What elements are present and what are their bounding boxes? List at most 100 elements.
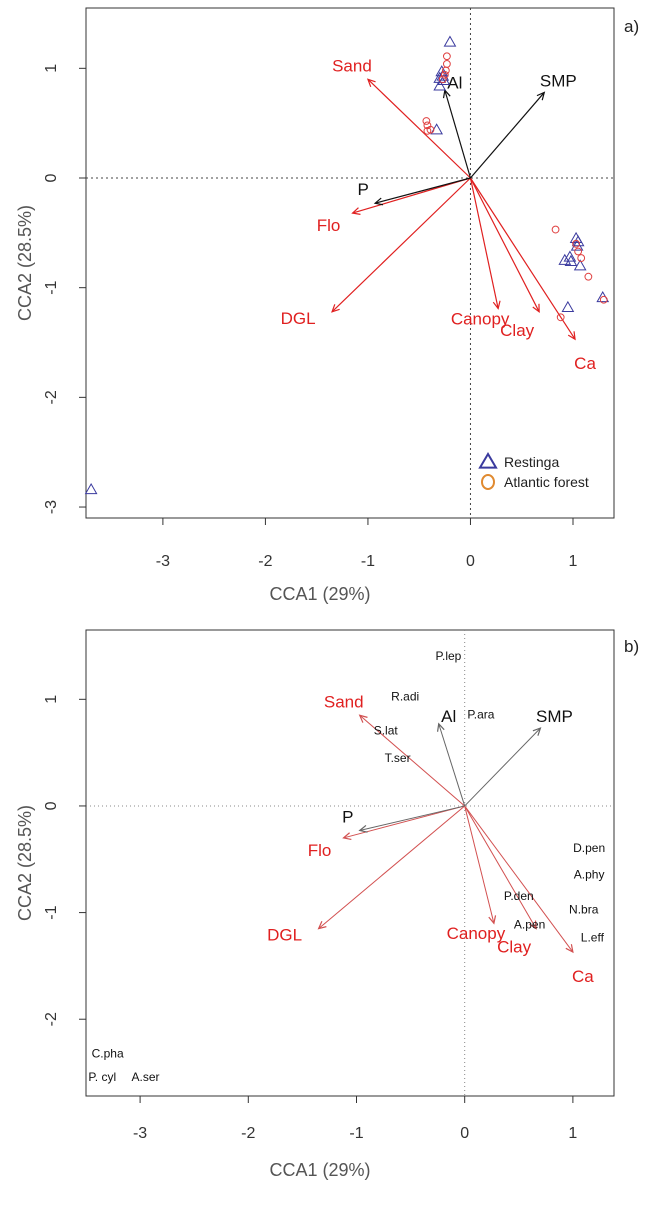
- vector-dgl-arrow: [318, 805, 466, 929]
- vector-sand-arrow: [359, 714, 466, 807]
- atlantic-forest-point: [438, 75, 447, 84]
- plot-frame: [85, 629, 615, 1097]
- vector-al-label: Al: [447, 73, 462, 92]
- species-label: S.lat: [374, 723, 399, 737]
- vector-dgl-label: DGL: [267, 926, 302, 945]
- atlantic-forest-point: [584, 272, 593, 281]
- atlantic-forest-point: [441, 66, 450, 75]
- vector-ca-label: Ca: [574, 354, 596, 373]
- vector-p-arrowhead: [358, 824, 368, 833]
- vector-smp-arrow: [464, 727, 541, 807]
- x-tick-label: -1: [349, 1125, 363, 1142]
- vector-clay-label: Clay: [497, 938, 532, 957]
- x-tick-label: 0: [466, 553, 475, 570]
- y-tick-label: 1: [43, 695, 60, 704]
- vector-sand-arrowhead: [358, 714, 368, 723]
- species-label: R.adi: [391, 689, 419, 703]
- vector-clay-arrowhead: [532, 303, 540, 314]
- y-tick-label: 0: [43, 173, 60, 182]
- vector-ca-arrow: [469, 177, 576, 340]
- species-label: N.bra: [569, 903, 599, 917]
- legend-label: Atlantic forest: [504, 474, 589, 490]
- vector-clay-arrowhead: [529, 920, 537, 930]
- vector-p-arrowhead: [373, 197, 384, 206]
- vector-dgl-arrowhead: [317, 921, 327, 930]
- atlantic-forest-point: [422, 117, 431, 125]
- vector-ca-arrowhead: [565, 944, 574, 954]
- vector-flo-arrowhead: [342, 832, 352, 841]
- restinga-point: [433, 79, 447, 91]
- atlantic-forest-point: [574, 247, 583, 256]
- y-tick-label: -1: [43, 905, 60, 919]
- vector-ca-arrow: [464, 805, 574, 953]
- species-label: P. cyl: [88, 1070, 116, 1084]
- vector-canopy-arrowhead: [488, 915, 497, 925]
- vector-clay-arrow: [469, 177, 540, 313]
- species-label: L.eff: [581, 930, 605, 944]
- atlantic-forest-point: [572, 239, 580, 248]
- restinga-point: [436, 69, 450, 81]
- atlantic-forest-point: [442, 60, 451, 68]
- atlantic-forest-point: [440, 71, 449, 79]
- x-tick-label: -2: [258, 553, 272, 570]
- vector-canopy-arrow: [469, 177, 499, 309]
- vector-ca-arrowhead: [567, 331, 576, 341]
- restinga-point: [569, 231, 583, 243]
- vector-p-arrow: [374, 177, 471, 204]
- vector-p-arrow: [359, 805, 465, 831]
- vector-sand-label: Sand: [324, 692, 364, 711]
- restinga-point: [84, 482, 98, 495]
- vector-al-arrowhead: [436, 722, 445, 732]
- species-label: P.lep: [436, 649, 462, 663]
- vector-al-arrow: [438, 723, 466, 807]
- vector-flo-label: Flo: [317, 216, 341, 235]
- vector-smp-arrow: [470, 92, 545, 179]
- vector-canopy-arrowhead: [492, 300, 501, 310]
- atlantic-forest-point: [423, 126, 432, 135]
- restinga-point: [443, 35, 457, 47]
- restinga-point: [564, 254, 578, 266]
- vector-sand-label: Sand: [332, 56, 372, 75]
- atlantic-forest-point: [556, 313, 565, 322]
- vector-smp-label: SMP: [540, 71, 577, 90]
- panel-b: -3 -2 -1 0 1 -2 -1 0 1 CCA1 (29%) CCA2 (28.5%) b) Sa…: [15, 629, 639, 1180]
- x-tick-label: -3: [156, 553, 170, 570]
- legend-label: Restinga: [504, 454, 559, 470]
- x-tick-label: 1: [569, 553, 578, 570]
- vector-canopy-label: Canopy: [447, 924, 506, 943]
- x-tick-label: 1: [568, 1125, 577, 1142]
- vector-flo-label: Flo: [308, 841, 332, 860]
- restinga-point: [573, 259, 587, 271]
- x-tick-label: -1: [361, 553, 375, 570]
- atlantic-forest-point: [442, 52, 451, 61]
- species-label: P.den: [504, 889, 534, 903]
- species-label: P.ara: [467, 707, 494, 721]
- y-axis-label: CCA2 (28.5%): [15, 805, 35, 921]
- species-label: T.ser: [385, 751, 411, 765]
- vector-smp-arrowhead: [532, 727, 542, 736]
- restinga-point: [563, 250, 577, 262]
- legend-circle-icon: [481, 474, 495, 490]
- y-tick-label: 1: [43, 64, 60, 73]
- atlantic-forest-point: [577, 254, 586, 262]
- plot-frame: [85, 7, 615, 519]
- vector-canopy-arrow: [464, 805, 495, 924]
- vector-dgl-arrowhead: [331, 304, 340, 313]
- vector-clay-arrow: [464, 805, 537, 929]
- species-label: A.ser: [132, 1070, 160, 1084]
- atlantic-forest-point: [599, 295, 608, 304]
- vector-flo-arrow: [352, 177, 471, 214]
- atlantic-forest-point: [551, 225, 560, 234]
- vector-flo-arrow: [343, 805, 465, 839]
- vector-clay-label: Clay: [500, 321, 535, 340]
- vector-p-label: P: [357, 180, 368, 199]
- vector-dgl-label: DGL: [281, 309, 316, 328]
- vector-flo-arrowhead: [351, 207, 361, 215]
- y-tick-label: -3: [43, 500, 60, 514]
- x-axis-label: CCA1 (29%): [269, 584, 370, 604]
- legend-triangle-icon: [478, 452, 498, 469]
- y-tick-label: -2: [43, 1012, 60, 1026]
- restinga-point: [570, 239, 584, 251]
- vector-sand-arrow: [367, 78, 471, 179]
